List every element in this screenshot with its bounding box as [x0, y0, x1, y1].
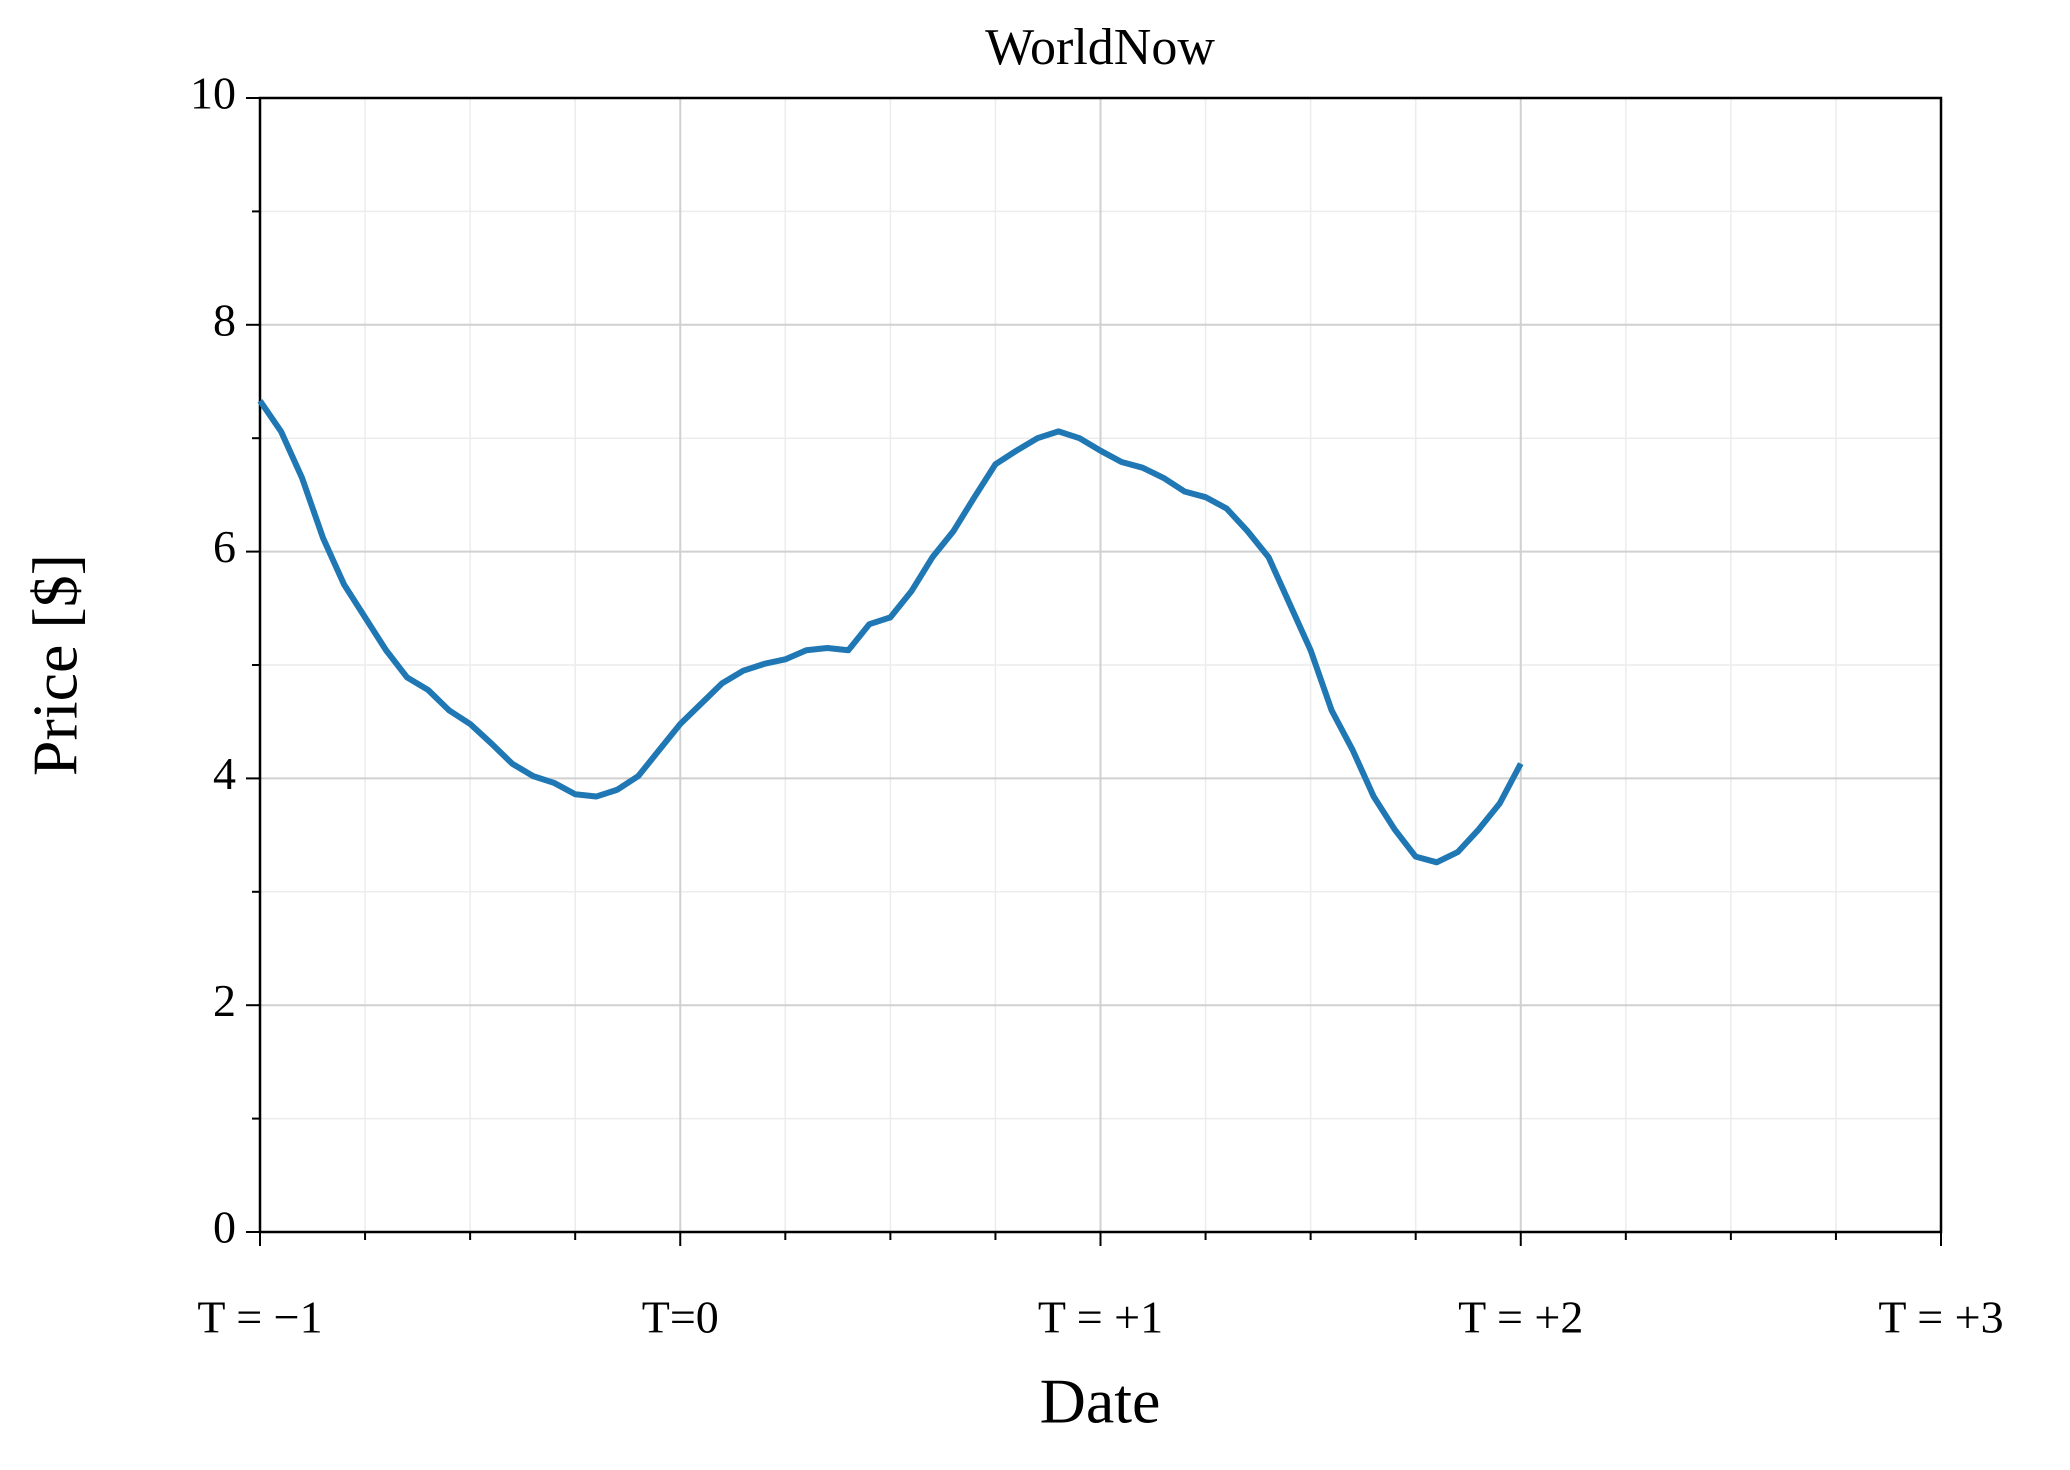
x-tick-label: T = +3 [1878, 1292, 2003, 1343]
y-tick-label: 4 [213, 748, 236, 799]
x-tick-label: T=0 [642, 1292, 719, 1343]
x-axis-label: Date [1040, 1366, 1161, 1437]
plot-frame [258, 96, 1943, 1234]
y-tick-label: 2 [213, 975, 236, 1026]
x-tick-label: T = +2 [1458, 1292, 1583, 1343]
y-tick-label: 6 [213, 521, 236, 572]
y-tick-label: 0 [213, 1202, 236, 1253]
chart-title: WorldNow [985, 19, 1215, 76]
x-tick-label: T = +1 [1038, 1292, 1163, 1343]
x-tick-label: T = −1 [197, 1292, 322, 1343]
y-axis-label: Price [$] [20, 554, 91, 776]
data-line [257, 399, 1524, 866]
y-tick-label: 10 [190, 68, 236, 119]
y-tick-label: 8 [213, 294, 236, 345]
